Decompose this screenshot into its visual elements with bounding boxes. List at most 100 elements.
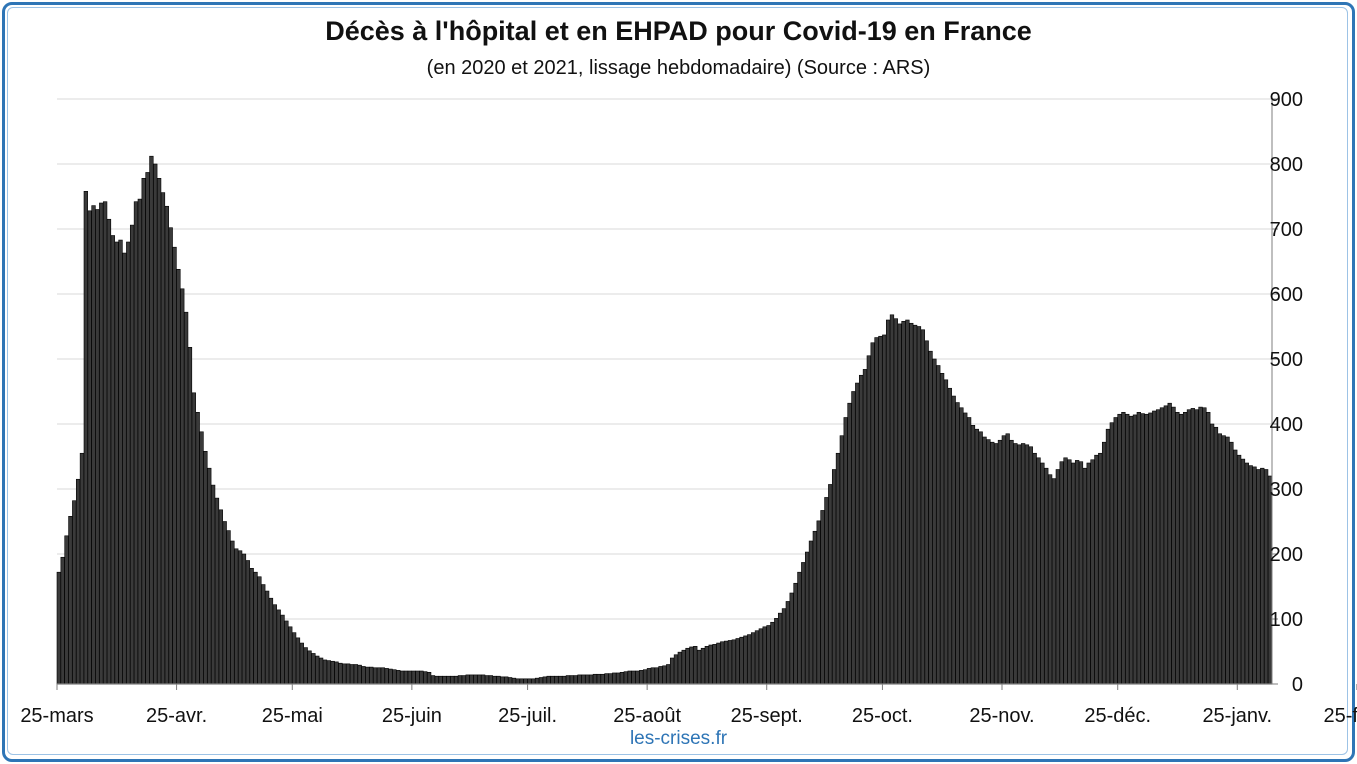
bar xyxy=(1140,413,1145,685)
bar xyxy=(897,323,902,685)
bar xyxy=(469,674,474,685)
y-tick-label: 800 xyxy=(1270,154,1303,176)
bar xyxy=(1055,469,1060,685)
y-tick-label: 500 xyxy=(1270,349,1303,371)
y-tick-label: 100 xyxy=(1270,609,1303,631)
bar xyxy=(666,664,671,685)
bar xyxy=(457,675,463,685)
bar xyxy=(450,675,455,685)
bar xyxy=(407,670,412,685)
bar xyxy=(963,412,968,685)
bar xyxy=(291,632,297,685)
bar xyxy=(480,674,486,685)
bar xyxy=(1159,407,1165,685)
x-tick-label: 25-nov. xyxy=(969,705,1034,727)
bar xyxy=(353,664,358,685)
bar xyxy=(889,314,895,685)
bar xyxy=(1198,406,1203,685)
bar xyxy=(959,407,964,685)
bar xyxy=(928,350,933,685)
bar xyxy=(176,268,181,685)
bar xyxy=(696,649,702,685)
bar xyxy=(419,670,424,685)
bar xyxy=(218,509,223,685)
bar xyxy=(631,670,636,685)
bar xyxy=(438,675,443,685)
bar xyxy=(669,657,675,685)
bar xyxy=(1063,457,1068,685)
bar xyxy=(712,644,717,685)
bar xyxy=(288,626,293,685)
bar xyxy=(257,576,262,685)
bar xyxy=(1121,411,1126,685)
bar xyxy=(1190,408,1195,685)
bar xyxy=(106,218,112,685)
bar xyxy=(492,675,497,685)
bar xyxy=(1163,405,1168,685)
bar xyxy=(1071,462,1076,685)
bar xyxy=(847,402,852,685)
bar xyxy=(596,673,601,685)
bar xyxy=(226,530,231,685)
bar xyxy=(1020,443,1026,685)
bar xyxy=(588,674,594,685)
bar xyxy=(943,379,949,685)
x-axis-labels: 25-mars 25-avr. 25-mai 25-juin 25-juil. 25-ao… xyxy=(20,705,1357,727)
bar xyxy=(1263,469,1269,685)
bar xyxy=(1101,441,1107,685)
bar xyxy=(982,436,987,685)
bar xyxy=(966,417,972,685)
bar xyxy=(203,450,208,685)
bar xyxy=(369,666,374,685)
bar xyxy=(600,673,605,685)
bar xyxy=(882,334,887,685)
bar xyxy=(1202,407,1207,685)
y-tick-label: 900 xyxy=(1270,89,1303,111)
bar xyxy=(700,647,706,685)
bar xyxy=(828,484,833,685)
bar xyxy=(164,205,169,685)
bar xyxy=(68,515,73,685)
bar xyxy=(747,634,752,685)
bar xyxy=(1094,454,1099,685)
bar xyxy=(453,675,459,685)
bar xyxy=(1244,462,1249,685)
bar xyxy=(153,163,158,685)
bar xyxy=(623,671,628,685)
bar xyxy=(592,673,598,685)
bar xyxy=(519,678,524,685)
bar xyxy=(1036,457,1041,685)
bar xyxy=(396,670,401,685)
bar xyxy=(750,632,756,685)
bar xyxy=(893,318,898,685)
x-tick-label: 25-févr. xyxy=(1324,705,1357,727)
bar xyxy=(546,675,551,685)
bar xyxy=(619,671,625,685)
bar xyxy=(110,235,115,685)
bar xyxy=(338,662,343,685)
bar xyxy=(330,660,335,685)
bar xyxy=(253,571,258,685)
bar xyxy=(820,510,825,685)
chart-subtitle: (en 2020 et 2021, lissage hebdomadaire) … xyxy=(426,57,931,79)
bar xyxy=(924,340,929,685)
bar xyxy=(662,665,667,685)
bar xyxy=(781,608,787,685)
bar xyxy=(731,639,736,685)
bar xyxy=(237,550,243,685)
bar xyxy=(1175,411,1180,685)
bar xyxy=(681,649,686,685)
bar xyxy=(1252,466,1257,685)
bar xyxy=(183,311,189,685)
bar xyxy=(376,667,382,685)
bar xyxy=(797,571,802,685)
bar xyxy=(357,664,362,685)
y-tick-label: 400 xyxy=(1270,414,1303,436)
bar xyxy=(245,560,250,685)
bar xyxy=(1213,426,1219,685)
bar xyxy=(916,326,922,685)
bar xyxy=(1260,467,1265,685)
bar xyxy=(1128,415,1134,685)
bar xyxy=(1109,422,1114,685)
bar xyxy=(477,674,482,685)
